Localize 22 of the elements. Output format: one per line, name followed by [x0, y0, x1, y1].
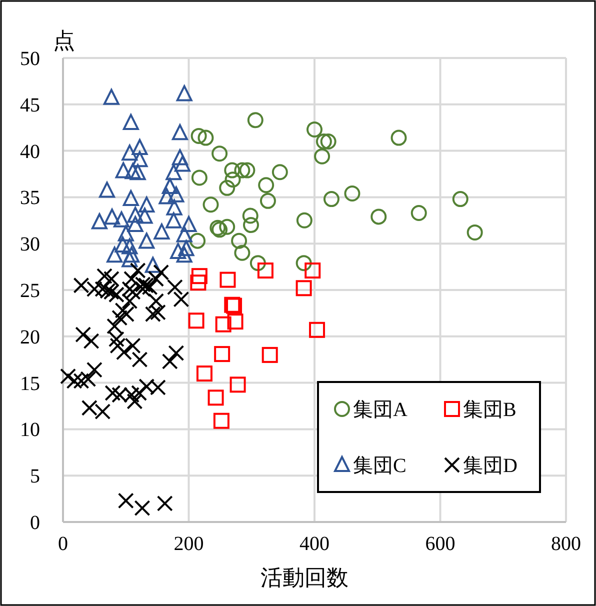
y-tick-label: 5: [30, 466, 40, 488]
legend-label: 集団A: [353, 399, 408, 421]
x-tick-label: 0: [58, 533, 68, 555]
y-tick-label: 15: [20, 372, 40, 395]
y-tick-label: 0: [30, 512, 40, 534]
legend-label: 集団B: [463, 399, 516, 421]
y-axis-title: 点: [53, 28, 75, 53]
x-tick-label: 200: [174, 533, 204, 555]
x-axis-title: 活動回数: [260, 565, 348, 590]
y-tick-label: 10: [20, 419, 40, 442]
y-tick-label: 45: [20, 94, 40, 116]
y-tick-label: 20: [20, 326, 40, 348]
y-tick-label: 50: [20, 48, 40, 70]
x-tick-label: 400: [300, 533, 330, 555]
y-tick-label: 40: [20, 140, 40, 163]
y-tick-label: 30: [20, 234, 40, 256]
x-tick-label: 800: [551, 533, 581, 555]
y-tick-label: 35: [20, 187, 40, 210]
legend-label: 集団D: [463, 455, 518, 477]
y-tick-label: 25: [20, 280, 40, 302]
x-tick-label: 600: [425, 533, 456, 555]
legend-label: 集団C: [353, 455, 406, 477]
